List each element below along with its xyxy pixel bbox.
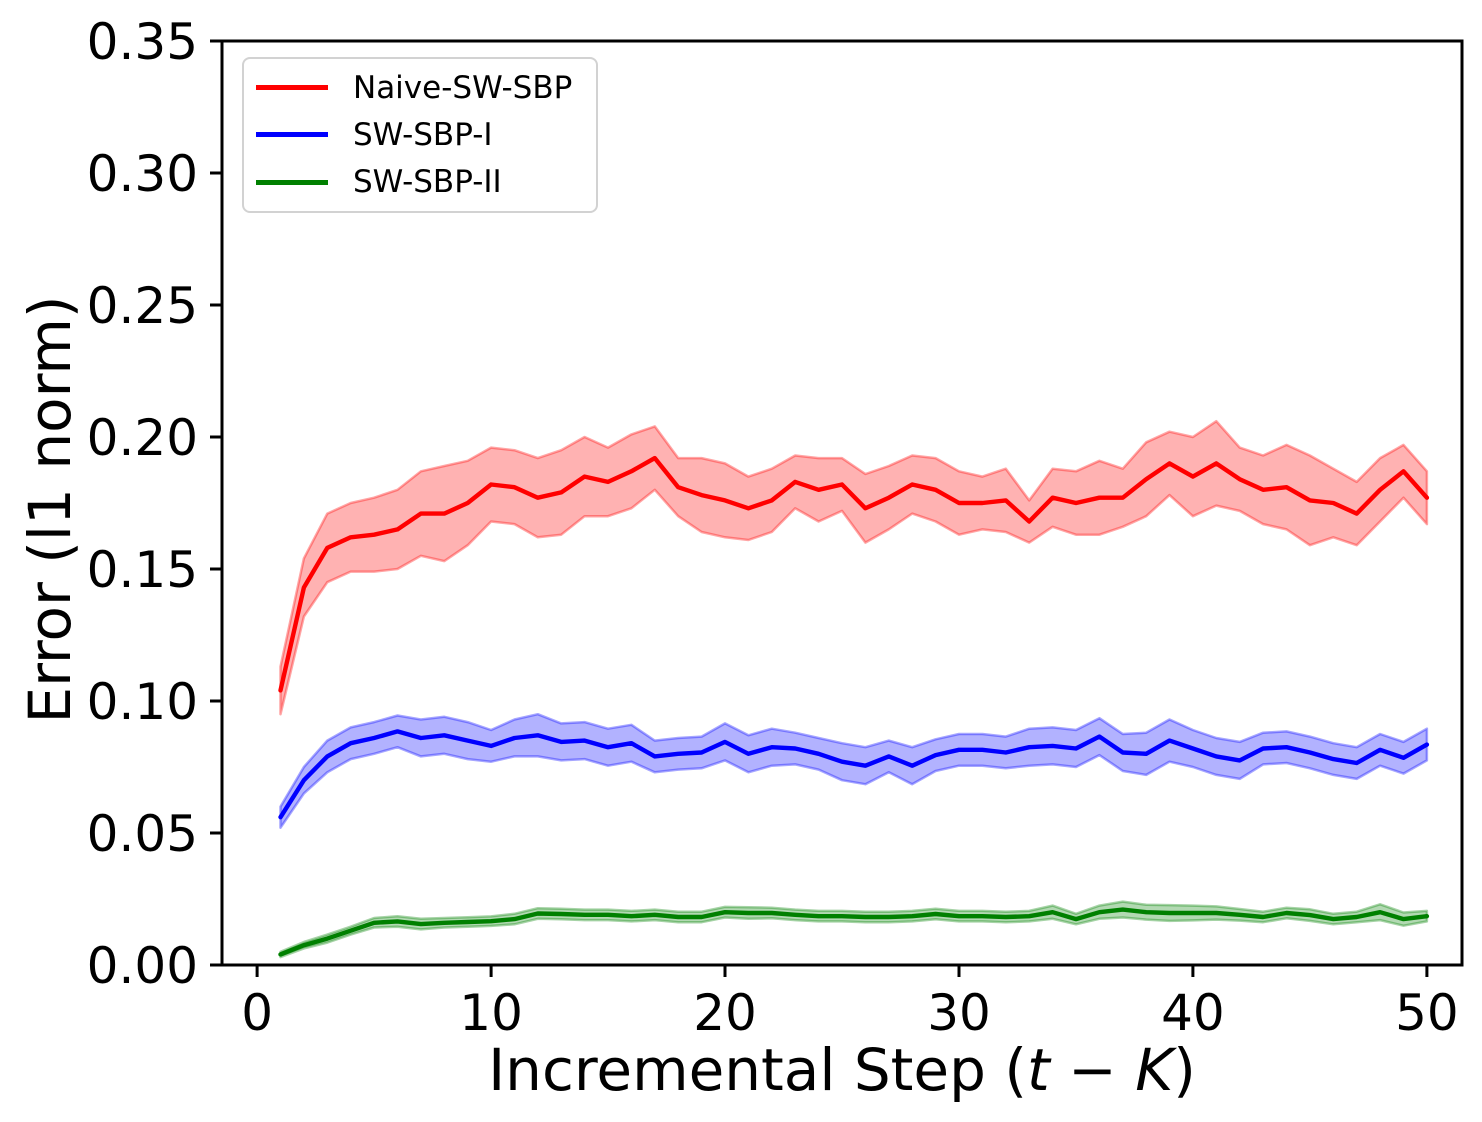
x-tick-label: 50 (1395, 984, 1459, 1042)
series-band-2 (279, 900, 1429, 959)
legend-item-sw-sbp-i: SW-SBP-I (244, 111, 596, 158)
legend-item-sw-sbp-ii: SW-SBP-II (244, 159, 596, 206)
y-tick-label: 0.25 (87, 277, 198, 335)
x-axis-label: Incremental Step (t − K) (222, 1036, 1462, 1104)
y-tick-label: 0.10 (87, 673, 198, 731)
legend-line-swatch-green (256, 179, 328, 185)
x-tick-label: 20 (693, 984, 757, 1042)
x-tick-label: 40 (1161, 984, 1225, 1042)
legend-item-naive-sw-sbp: Naive-SW-SBP (244, 64, 596, 111)
legend: Naive-SW-SBP SW-SBP-I SW-SBP-II (242, 57, 598, 213)
legend-line-swatch-red (256, 85, 328, 91)
legend-line-swatch-blue (256, 132, 328, 138)
x-axis-label-part: − (1049, 1036, 1136, 1104)
series-line-1 (278, 729, 1430, 820)
series-line-2 (278, 907, 1430, 957)
series-line-0 (278, 455, 1430, 693)
x-tick-label: 10 (459, 984, 523, 1042)
x-axis-label-part: Incremental Step ( (488, 1036, 1027, 1104)
x-axis-label-var-t: t (1027, 1036, 1050, 1104)
plot-border (220, 39, 1464, 967)
x-tick-label: 30 (927, 984, 991, 1042)
series-band-0 (279, 419, 1429, 716)
y-tick-label: 0.15 (87, 541, 198, 599)
x-tick-label: 0 (241, 984, 273, 1042)
y-tick-label: 0.20 (87, 409, 198, 467)
legend-label: SW-SBP-II (353, 164, 502, 201)
legend-label: SW-SBP-I (353, 116, 493, 153)
y-tick-label: 0.05 (87, 805, 198, 863)
legend-label: Naive-SW-SBP (353, 69, 573, 106)
x-axis-label-var-k: K (1135, 1036, 1174, 1104)
series-band-1 (279, 712, 1429, 829)
y-tick-label: 0.35 (87, 13, 198, 71)
y-axis-label: Error (l1 norm) (16, 295, 84, 724)
y-tick-label: 0.00 (87, 937, 198, 995)
y-tick-label: 0.30 (87, 145, 198, 203)
x-axis-label-part: ) (1173, 1036, 1196, 1104)
